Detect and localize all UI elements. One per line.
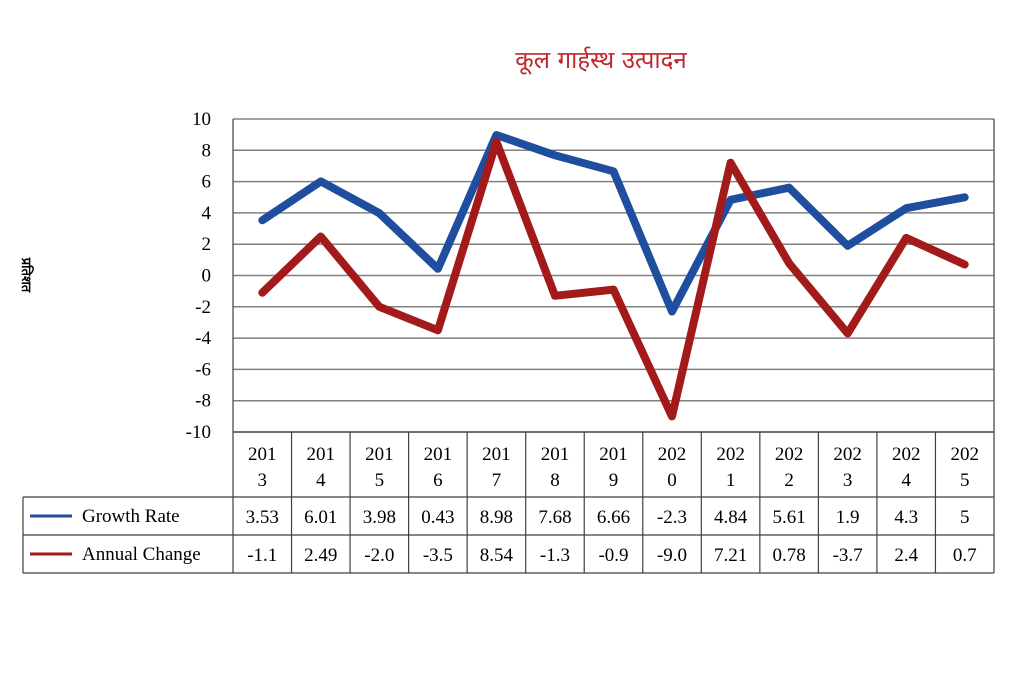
data-label: 5 bbox=[960, 507, 970, 528]
data-label: 2.4 bbox=[894, 545, 918, 566]
data-label: 2.49 bbox=[304, 545, 337, 566]
data-label: 3.53 bbox=[246, 507, 279, 528]
data-table: 201 3 201 4 201 5 201 6 201 7 201 8 201 9 202 0 202 1 202 2… bbox=[22, 119, 995, 574]
x-category-label: 202 3 bbox=[833, 444, 862, 491]
x-category-label: 202 4 bbox=[892, 444, 921, 491]
data-label: -3.5 bbox=[423, 545, 453, 566]
data-label: 4.3 bbox=[894, 507, 918, 528]
x-category-label: 201 8 bbox=[541, 444, 570, 491]
legend-label: Growth Rate bbox=[82, 506, 180, 527]
x-category-label: 202 1 bbox=[716, 444, 745, 491]
x-category-label: 202 0 bbox=[658, 444, 687, 491]
y-tick-label: -6 bbox=[195, 359, 211, 380]
x-category-label: 201 3 bbox=[248, 444, 277, 491]
series-lines bbox=[258, 131, 969, 421]
data-label: -0.9 bbox=[598, 545, 628, 566]
data-label: 1.9 bbox=[836, 507, 860, 528]
data-label: 0.78 bbox=[772, 545, 805, 566]
y-tick-label: 10 bbox=[192, 109, 211, 130]
data-label: 5.61 bbox=[772, 507, 805, 528]
x-category-label: 201 4 bbox=[307, 444, 336, 491]
data-label: 6.66 bbox=[597, 507, 630, 528]
data-label: 6.01 bbox=[304, 507, 337, 528]
data-label: 3.98 bbox=[363, 507, 396, 528]
x-category-label: 201 6 bbox=[424, 444, 453, 491]
chart-title: कूल गार्हस्थ उत्पादन bbox=[515, 46, 687, 75]
y-tick-label: -4 bbox=[195, 328, 211, 349]
y-tick-label: -2 bbox=[195, 297, 211, 318]
y-tick-label: 0 bbox=[202, 266, 212, 287]
y-tick-label: 6 bbox=[202, 172, 212, 193]
y-tick-label: 2 bbox=[202, 234, 212, 255]
y-axis-ticks: 10 8 6 4 2 0 -2 -4 -6 -8 -10 bbox=[186, 109, 212, 443]
x-category-label: 201 7 bbox=[482, 444, 511, 491]
data-label: 8.54 bbox=[480, 545, 514, 566]
y-tick-label: 8 bbox=[202, 140, 212, 161]
data-label: -3.7 bbox=[833, 545, 863, 566]
data-label: -2.3 bbox=[657, 507, 687, 528]
y-tick-label: -10 bbox=[186, 422, 211, 443]
x-category-label: 202 2 bbox=[775, 444, 804, 491]
data-label: -1.1 bbox=[247, 545, 277, 566]
data-label: 7.21 bbox=[714, 545, 747, 566]
data-label: -2.0 bbox=[364, 545, 394, 566]
data-label: -9.0 bbox=[657, 545, 687, 566]
y-tick-label: -8 bbox=[195, 391, 211, 412]
data-label: 8.98 bbox=[480, 507, 513, 528]
x-category-label: 201 9 bbox=[599, 444, 628, 491]
x-category-label: 201 5 bbox=[365, 444, 394, 491]
series-line bbox=[258, 131, 969, 316]
data-label: -1.3 bbox=[540, 545, 570, 566]
data-label: 4.84 bbox=[714, 507, 748, 528]
y-tick-label: 4 bbox=[202, 203, 212, 224]
legend-label: Annual Change bbox=[82, 544, 201, 565]
series-line bbox=[258, 137, 969, 421]
y-axis-label: प्रतिशत bbox=[18, 257, 34, 293]
data-label: 7.68 bbox=[538, 507, 571, 528]
data-label: 0.7 bbox=[953, 545, 977, 566]
data-label: 0.43 bbox=[421, 507, 454, 528]
x-category-label: 202 5 bbox=[950, 444, 979, 491]
